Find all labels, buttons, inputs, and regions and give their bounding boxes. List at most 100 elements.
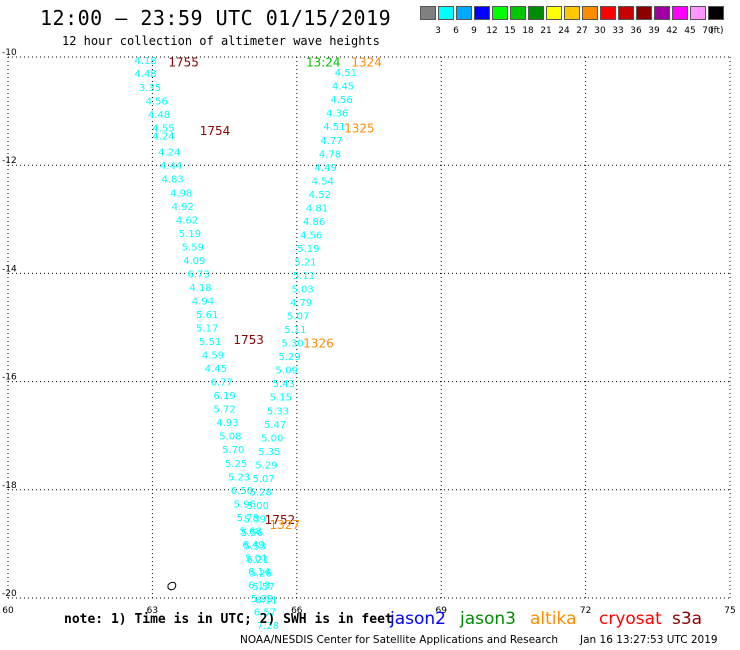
wave-height-value: 6.49 bbox=[242, 540, 264, 551]
color-scale-label: 27 bbox=[576, 26, 588, 36]
wave-height-value: 6.50 bbox=[231, 486, 253, 497]
wave-height-value: 5.00 bbox=[261, 433, 283, 444]
color-scale-label: 36 bbox=[630, 26, 642, 36]
wave-height-value: 6.14 bbox=[248, 567, 270, 578]
color-scale-label: 15 bbox=[504, 26, 516, 36]
pass-label: 13:24 bbox=[306, 55, 341, 69]
color-scale-label: 3 bbox=[435, 26, 441, 36]
legend-cryosat: cryosat bbox=[599, 609, 662, 629]
lat-tick-label: -14 bbox=[2, 264, 17, 274]
wave-height-value: 4.92 bbox=[172, 202, 194, 213]
color-scale-label: 30 bbox=[594, 26, 606, 36]
color-scale-label: 12 bbox=[486, 26, 498, 36]
lon-tick-label: 60 bbox=[2, 606, 14, 616]
wave-height-value: 5.21 bbox=[294, 257, 316, 268]
pass-label: 1755 bbox=[168, 55, 199, 69]
legend-s3a: s3a bbox=[672, 609, 703, 629]
pass-label: 1326 bbox=[303, 337, 334, 351]
wave-height-value: 4.48 bbox=[135, 69, 157, 80]
wave-height-value: 5.25 bbox=[225, 459, 247, 470]
color-scale-swatch bbox=[708, 6, 724, 20]
wave-height-value: 4.59 bbox=[202, 351, 224, 362]
island-outline bbox=[167, 581, 177, 591]
color-scale-label: 39 bbox=[648, 26, 660, 36]
wave-height-value: 4.51 bbox=[323, 122, 345, 133]
wave-height-value: 4.62 bbox=[176, 215, 198, 226]
generation-timestamp: Jan 16 13:27:53 UTC 2019 bbox=[580, 634, 718, 646]
wave-height-value: 5.23 bbox=[228, 472, 250, 483]
wave-height-value: 4.36 bbox=[326, 109, 348, 120]
wave-height-value: 4.86 bbox=[303, 217, 325, 228]
wave-height-value: 4.81 bbox=[306, 203, 328, 214]
wave-height-value: 7.28 bbox=[257, 621, 279, 632]
wave-height-value: 5.29 bbox=[278, 352, 300, 363]
wave-height-value: 5.99 bbox=[251, 594, 273, 605]
wave-height-value: 5.11 bbox=[284, 325, 306, 336]
wave-height-value: 5.35 bbox=[258, 447, 280, 458]
wave-height-value: 4.98 bbox=[170, 188, 192, 199]
legend-jason2: jason2 bbox=[390, 609, 446, 629]
wave-height-value: 5.30 bbox=[281, 339, 303, 350]
wave-height-value: 4.93 bbox=[216, 418, 238, 429]
footer-note: note: 1) Time is in UTC; 2) SWH is in fe… bbox=[64, 612, 393, 627]
wave-height-value: 6.11 bbox=[255, 596, 277, 607]
lat-tick-label: -10 bbox=[2, 48, 17, 58]
color-scale-swatch bbox=[510, 6, 526, 20]
wave-height-value: 4.51 bbox=[335, 68, 357, 79]
color-scale-swatch bbox=[438, 6, 454, 20]
wave-height-value: 5.57 bbox=[252, 582, 274, 593]
lon-tick-label: 63 bbox=[147, 606, 158, 616]
wave-height-value: 4.54 bbox=[312, 176, 334, 187]
color-scale-label: 6 bbox=[453, 26, 459, 36]
wave-height-value: 4.56 bbox=[330, 95, 352, 106]
color-scale-swatch bbox=[528, 6, 544, 20]
color-scale-swatch bbox=[690, 6, 706, 20]
wave-height-value: 4.09 bbox=[183, 256, 205, 267]
pass-label: 1325 bbox=[344, 121, 375, 135]
wave-height-value: 5.09 bbox=[276, 366, 298, 377]
wave-height-value: 5.19 bbox=[179, 229, 201, 240]
wave-height-value: 5.19 bbox=[297, 244, 319, 255]
wave-height-value: 6.57 bbox=[254, 608, 276, 619]
wave-height-value: 5.07 bbox=[287, 312, 309, 323]
page-title: 12:00 – 23:59 UTC 01/15/2019 bbox=[40, 6, 392, 30]
wave-height-value: 5.07 bbox=[252, 474, 274, 485]
wave-height-value: 5.08 bbox=[219, 432, 241, 443]
wave-height-value: 4.18 bbox=[189, 283, 211, 294]
wave-height-value: 4.24 bbox=[152, 131, 174, 142]
page-subtitle: 12 hour collection of altimeter wave hei… bbox=[62, 34, 380, 48]
wave-height-value: 5.51 bbox=[199, 337, 221, 348]
pass-label: 1753 bbox=[233, 333, 264, 347]
pass-label: 1752 bbox=[265, 513, 296, 527]
color-scale-swatch bbox=[456, 6, 472, 20]
color-scale-label: 45 bbox=[684, 26, 696, 36]
legend-jason3: jason3 bbox=[460, 609, 516, 629]
wave-height-value: 5.56 bbox=[241, 528, 263, 539]
wave-height-value: 5.43 bbox=[273, 379, 295, 390]
lon-tick-label: 75 bbox=[724, 606, 735, 616]
wave-height-value: 4.49 bbox=[315, 163, 337, 174]
color-scale-swatch bbox=[672, 6, 688, 20]
color-scale-label: 70 bbox=[702, 26, 714, 36]
wave-height-value: 4.44 bbox=[160, 161, 182, 172]
wave-height-value: 5.39 bbox=[244, 514, 266, 525]
legend-altika: altika bbox=[530, 609, 577, 629]
wave-height-value: 6.73 bbox=[187, 269, 209, 280]
wave-height-value: 5.72 bbox=[213, 405, 235, 416]
color-scale-label: 21 bbox=[540, 26, 552, 36]
wave-height-value: 5.29 bbox=[255, 460, 277, 471]
color-scale-label: 42 bbox=[666, 26, 678, 36]
wave-height-value: 5.47 bbox=[264, 420, 286, 431]
wave-height-value: 5.33 bbox=[267, 406, 289, 417]
wave-height-value: 5.01 bbox=[245, 553, 267, 564]
pass-label: 1327 bbox=[269, 518, 300, 532]
lon-tick-label: 69 bbox=[435, 606, 447, 616]
wave-height-value: 5.17 bbox=[196, 324, 218, 335]
wave-height-value: 4.94 bbox=[192, 296, 214, 307]
color-scale-label: 24 bbox=[558, 26, 570, 36]
wave-height-value: 4.78 bbox=[319, 149, 341, 160]
color-scale-swatch bbox=[636, 6, 652, 20]
wave-height-value: 3.35 bbox=[139, 83, 161, 94]
wave-height-value: 6.21 bbox=[247, 555, 269, 566]
